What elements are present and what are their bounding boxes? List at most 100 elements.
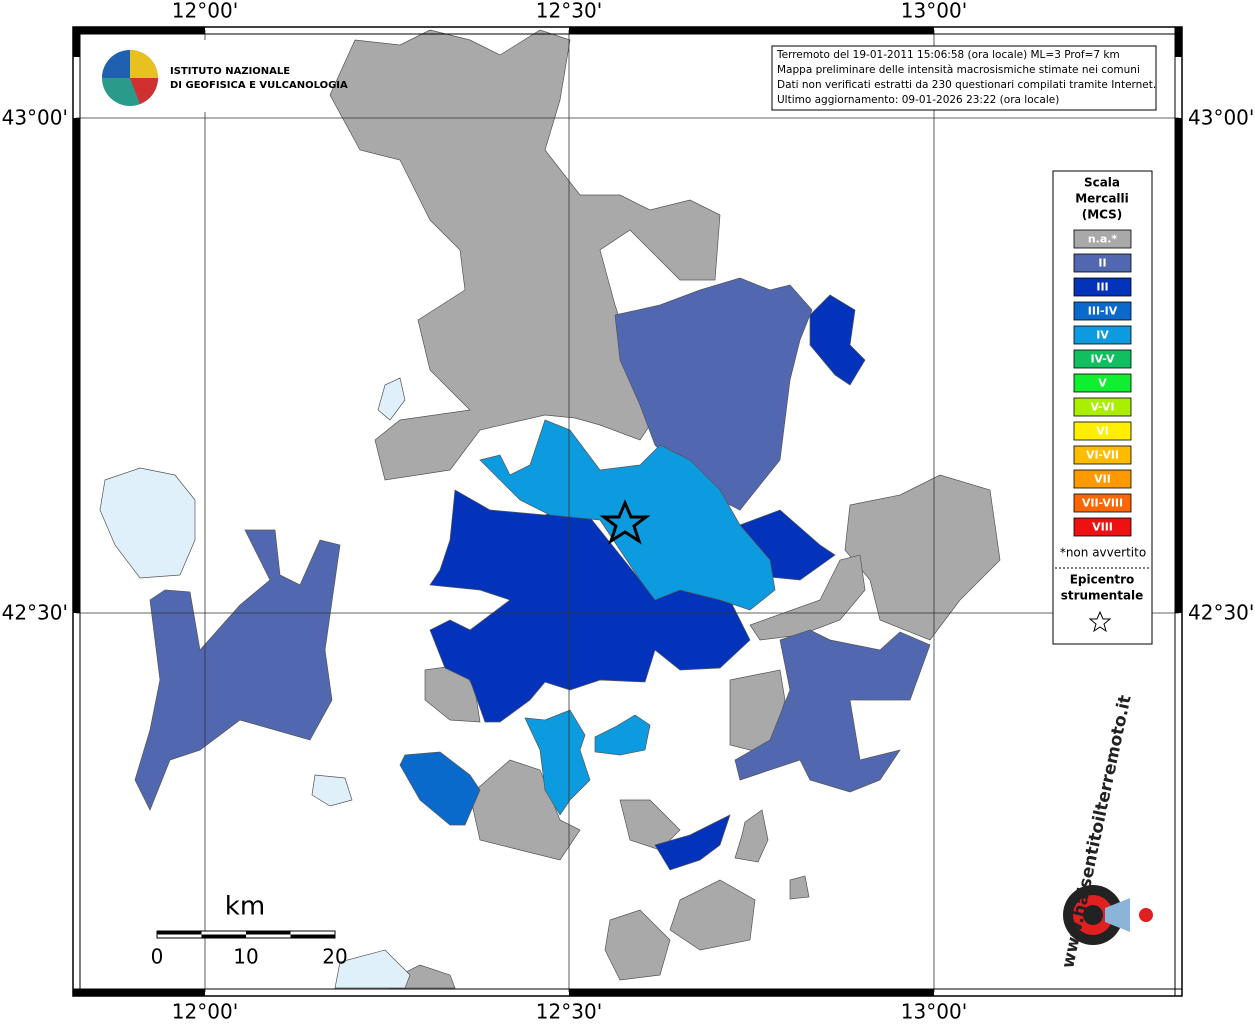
legend-label: n.a.* [1088, 233, 1118, 246]
legend-swatch [1073, 325, 1132, 345]
lat-label: 43°00' [1188, 106, 1254, 130]
municipality [469, 759, 581, 861]
scale-label: 10 [233, 945, 258, 969]
frame-bar [73, 989, 205, 996]
lake [377, 377, 406, 421]
legend-swatch [1073, 517, 1132, 537]
legend-swatch [1073, 397, 1132, 417]
lon-label: 13°00' [901, 0, 967, 23]
lon-label: 12°00' [172, 0, 238, 23]
legend-swatch [1073, 469, 1132, 489]
lon-label: 12°00' [172, 1000, 238, 1024]
scale-segment [201, 934, 246, 938]
municipality [749, 554, 866, 641]
scale-bar: km 0 10 20 [151, 892, 348, 969]
info-line: Ultimo aggiornamento: 09-01-2026 23:22 (… [777, 94, 1059, 106]
logo-text: ISTITUTO NAZIONALE [170, 66, 290, 77]
legend-swatch [1073, 445, 1132, 465]
legend-swatch [1073, 229, 1132, 249]
legend-swatch [1073, 373, 1132, 393]
scale-segment [157, 931, 202, 935]
logo-segment [102, 50, 130, 78]
legend-title: (MCS) [1082, 208, 1123, 222]
municipality [789, 875, 810, 900]
municipality [654, 814, 731, 871]
legend-swatch [1073, 277, 1132, 297]
legend-epicenter: Epicentro [1070, 573, 1135, 587]
watermark-ring [1083, 905, 1103, 925]
legend-label: VII-VIII [1082, 497, 1123, 510]
lake [311, 774, 353, 807]
frame-bar [569, 27, 934, 34]
legend-epicenter: strumentale [1061, 589, 1144, 603]
municipality [594, 714, 651, 756]
regions [99, 29, 1001, 989]
lon-label: 13°00' [901, 1000, 967, 1024]
map-frame [72, 26, 1183, 997]
municipality [669, 879, 756, 951]
legend-label: III-IV [1088, 305, 1118, 318]
municipality [479, 419, 776, 611]
logo-text: DI GEOFISICA E VULCANOLOGIA [170, 80, 348, 91]
epicenter-star [599, 499, 651, 545]
municipality [809, 294, 866, 386]
municipality [604, 909, 671, 981]
frame-bar [569, 989, 934, 996]
legend-label: IV [1096, 329, 1109, 342]
lon-label: 12°30' [536, 1000, 602, 1024]
info-line: Mappa preliminare delle intensità macros… [777, 64, 1140, 76]
info-frame [771, 45, 1157, 111]
municipality [134, 529, 341, 811]
legend-swatch [1073, 493, 1132, 513]
legend-swatch [1073, 421, 1132, 441]
municipality [429, 489, 751, 723]
municipality [399, 751, 481, 826]
legend-swatch [1073, 301, 1132, 321]
scale-unit: km [225, 892, 265, 922]
info-line: Dati non verificati estratti da 230 ques… [777, 79, 1156, 91]
lon-label: 12°30' [536, 0, 602, 23]
legend-label: V [1098, 377, 1107, 390]
lat-label: 42°30' [1188, 601, 1254, 625]
municipality [734, 629, 931, 793]
legend-swatch [1073, 349, 1132, 369]
scale-label: 0 [151, 945, 164, 969]
legend-label: IV-V [1090, 353, 1115, 366]
legend-label: VII [1094, 473, 1111, 486]
lake [334, 949, 411, 989]
legend-label: II [1098, 257, 1106, 270]
watermark-cone [1105, 898, 1130, 932]
info-box: Terremoto del 19-01-2011 15:06:58 (ora l… [771, 45, 1157, 111]
frame-bar [73, 27, 205, 34]
municipality [619, 799, 681, 851]
scale-segment [246, 931, 291, 935]
watermark-dot [1139, 908, 1153, 922]
legend-label: VI-VII [1086, 449, 1119, 462]
logo-segment [130, 78, 158, 104]
legend-label: VIII [1092, 521, 1113, 534]
legend-label: III [1096, 281, 1108, 294]
lake [99, 467, 196, 579]
legend-note: *non avvertito [1060, 546, 1146, 560]
frame-bar [1175, 27, 1182, 57]
legend-swatch [1073, 253, 1132, 273]
legend-label: VI [1096, 425, 1109, 438]
ingv-logo: ISTITUTO NAZIONALE DI GEOFISICA E VULCAN… [88, 40, 348, 112]
legend-title: Mercalli [1075, 192, 1129, 206]
legend-title: Scala [1084, 176, 1120, 190]
graticule [76, 30, 1179, 992]
legend: Scala Mercalli (MCS) *non avvertito Epic… [1052, 170, 1153, 645]
scale-label: 20 [322, 945, 347, 969]
frame-bar [73, 27, 80, 57]
municipality [524, 709, 591, 816]
lat-label: 43°00' [2, 106, 68, 130]
info-line: Terremoto del 19-01-2011 15:06:58 (ora l… [776, 49, 1120, 61]
legend-label: V-VI [1090, 401, 1114, 414]
lat-label: 42°30' [2, 601, 68, 625]
municipality [734, 809, 769, 863]
scale-segment [290, 934, 335, 938]
logo-segment [130, 50, 158, 78]
frame-bar [1175, 118, 1182, 613]
legend-star [1088, 610, 1112, 633]
